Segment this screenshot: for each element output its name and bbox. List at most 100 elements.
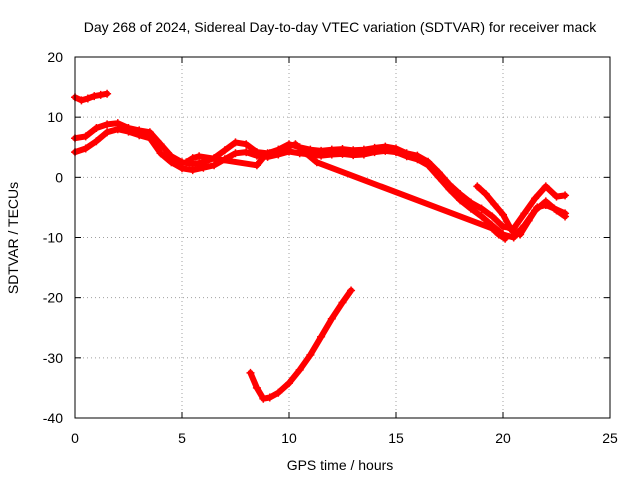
x-tick-label: 0 [71, 430, 79, 446]
data-point [317, 332, 326, 341]
data-point [306, 350, 315, 359]
data-point [509, 233, 518, 242]
data-point [103, 89, 112, 98]
y-axis-label: SDTVAR / TECUs [5, 182, 21, 294]
x-tick-label: 5 [178, 430, 186, 446]
data-point [317, 151, 326, 160]
data-point [302, 149, 311, 158]
y-tick-label: 20 [47, 49, 63, 65]
data-point [135, 131, 144, 140]
y-tick-label: 0 [55, 169, 63, 185]
data-point [199, 163, 208, 172]
data-point [265, 393, 274, 402]
series-line [247, 287, 355, 402]
data-point [182, 158, 191, 167]
y-tick-label: -10 [43, 230, 63, 246]
data-point [488, 212, 497, 221]
x-axis: 0 5 10 15 20 25 [71, 57, 618, 446]
data-point [552, 192, 561, 201]
data-point [113, 125, 122, 134]
data-point [124, 127, 133, 136]
x-tick-label: 25 [602, 430, 618, 446]
data-point [466, 204, 475, 213]
data-point [490, 200, 499, 209]
data-point [494, 230, 503, 239]
series-short-segments [182, 140, 510, 243]
data-point [231, 149, 240, 158]
data-point [473, 182, 482, 191]
data-point [92, 123, 101, 132]
data-point [259, 394, 268, 403]
data-point [242, 140, 251, 149]
data-point [445, 185, 454, 194]
x-tick-label: 15 [388, 430, 404, 446]
data-point [156, 140, 165, 149]
data-point [338, 149, 347, 158]
data-point [434, 173, 443, 182]
data-point [285, 379, 293, 388]
data-point [265, 149, 274, 158]
data-point [327, 314, 336, 323]
data-point [195, 152, 204, 161]
data-point [96, 90, 105, 99]
data-point [210, 161, 219, 170]
data-point [220, 146, 229, 155]
x-axis-label: GPS time / hours [287, 457, 394, 473]
data-point [167, 158, 176, 167]
data-point [156, 149, 165, 158]
data-point [477, 212, 486, 221]
data-point [370, 148, 379, 157]
data-point [499, 222, 507, 231]
data-point [359, 150, 368, 159]
data-point [83, 94, 92, 103]
data-point [541, 182, 550, 191]
data-point [90, 92, 99, 101]
y-axis: -40 -30 -20 -10 0 10 20 [43, 49, 610, 426]
data-point [338, 298, 347, 307]
data-point [501, 234, 510, 243]
series-layer [71, 89, 570, 403]
data-point [392, 148, 400, 157]
y-tick-label: 10 [47, 109, 63, 125]
data-point [103, 120, 112, 129]
chart-title: Day 268 of 2024, Sidereal Day-to-day VTE… [84, 19, 597, 35]
data-point [145, 134, 154, 143]
data-point [524, 216, 533, 225]
data-point [77, 96, 86, 105]
data-point [413, 155, 422, 164]
data-point [477, 204, 486, 213]
data-point [252, 161, 261, 170]
data-point [231, 138, 240, 147]
data-point [488, 224, 497, 233]
data-point [188, 154, 197, 163]
data-point [327, 150, 336, 159]
y-tick-label: -30 [43, 350, 63, 366]
data-point [347, 286, 356, 295]
data-point [242, 148, 251, 157]
data-point [516, 230, 525, 239]
data-point [531, 194, 540, 203]
x-tick-label: 10 [281, 430, 297, 446]
data-point [312, 158, 321, 167]
data-point [178, 164, 186, 173]
data-point [188, 166, 197, 175]
data-point [541, 201, 550, 210]
data-point [92, 137, 101, 146]
data-point [103, 128, 112, 137]
data-point [520, 209, 529, 218]
data-point [456, 196, 465, 205]
data-point [561, 191, 570, 200]
data-point [81, 132, 90, 141]
data-point [252, 151, 261, 160]
data-point [424, 161, 433, 170]
data-point [274, 388, 283, 397]
data-point [291, 140, 300, 149]
y-tick-label: -40 [43, 410, 63, 426]
data-point [349, 151, 358, 160]
data-point [252, 383, 261, 392]
data-point [259, 153, 268, 162]
data-point [381, 146, 390, 155]
data-point [246, 368, 255, 377]
